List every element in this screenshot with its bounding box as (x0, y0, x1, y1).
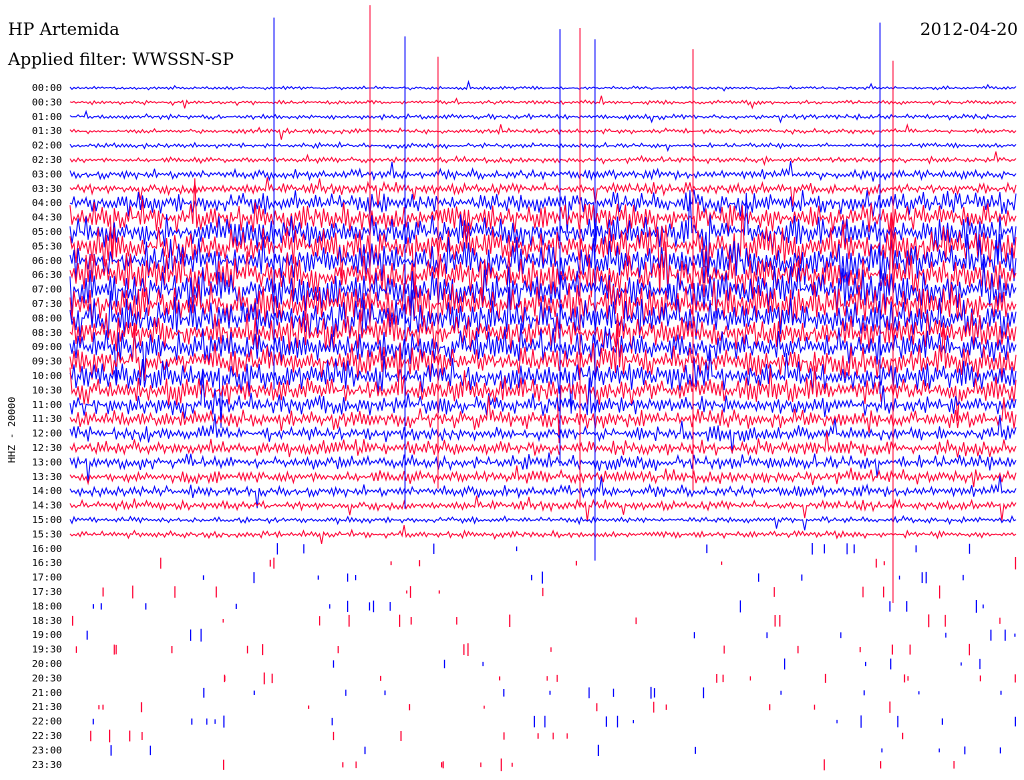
trace-0100 (69, 109, 1017, 124)
row-label-1130: 11:30 (32, 414, 62, 425)
row-label-0030: 00:30 (32, 97, 62, 108)
row-label-0400: 04:00 (32, 198, 62, 209)
trace-1230 (69, 431, 1017, 458)
row-label-0230: 02:30 (32, 155, 62, 166)
trace-0830 (69, 311, 1017, 354)
trace-0930 (69, 322, 1017, 382)
trace-0600 (69, 233, 1017, 294)
filter-label: Applied filter: WWSSN-SP (8, 50, 234, 70)
row-label-2130: 21:30 (32, 702, 62, 713)
row-label-1300: 13:00 (32, 457, 62, 468)
trace-1030 (69, 342, 1017, 444)
row-label-1600: 16:00 (32, 544, 62, 555)
trace-0900 (69, 323, 1017, 381)
trace-0230 (69, 151, 1017, 167)
trace-1000 (69, 349, 1017, 428)
trace-0630 (69, 217, 1017, 304)
row-label-1900: 19:00 (32, 630, 62, 641)
row-label-0300: 03:00 (32, 169, 62, 180)
row-labels: 00:00 00:30 01:00 01:30 02:00 02:30 03:00 03:30… (32, 83, 62, 771)
row-label-0930: 09:30 (32, 357, 62, 368)
trace-1330 (69, 465, 1017, 488)
row-label-1100: 11:00 (32, 400, 62, 411)
row-label-0430: 04:30 (32, 213, 62, 224)
traces (69, 5, 1017, 772)
row-label-1730: 17:30 (32, 587, 62, 598)
trace-0130 (69, 123, 1017, 140)
row-label-2100: 21:00 (32, 688, 62, 699)
station-title: HP Artemida (8, 20, 120, 40)
trace-1130 (69, 395, 1017, 434)
trace-1100 (69, 370, 1017, 419)
trace-0030 (69, 95, 1017, 110)
trace-0330 (69, 177, 1017, 208)
trace-0800 (69, 286, 1017, 340)
trace-0430 (69, 178, 1017, 259)
row-label-1630: 16:30 (32, 558, 62, 569)
trace-1430 (69, 495, 1017, 522)
row-label-0000: 00:00 (32, 83, 62, 94)
row-label-1930: 19:30 (32, 645, 62, 656)
row-label-0630: 06:30 (32, 270, 62, 281)
row-label-0500: 05:00 (32, 227, 62, 238)
trace-0000 (69, 79, 1017, 92)
trace-1400 (69, 475, 1017, 509)
trace-0200 (69, 141, 1017, 153)
row-label-1000: 10:00 (32, 371, 62, 382)
row-label-2030: 20:30 (32, 673, 62, 684)
row-label-1800: 18:00 (32, 601, 62, 612)
row-label-1030: 10:30 (32, 385, 62, 396)
row-label-0330: 03:30 (32, 184, 62, 195)
trace-1300 (69, 452, 1017, 483)
trace-0700 (69, 258, 1017, 319)
row-label-2300: 23:00 (32, 745, 62, 756)
row-label-0800: 08:00 (32, 313, 62, 324)
row-label-1530: 15:30 (32, 529, 62, 540)
row-label-0900: 09:00 (32, 342, 62, 353)
row-label-0200: 02:00 (32, 141, 62, 152)
row-label-2230: 22:30 (32, 731, 62, 742)
date-label: 2012-04-20 (919, 20, 1018, 40)
trace-0500 (69, 190, 1017, 278)
row-label-0700: 07:00 (32, 285, 62, 296)
row-label-1830: 18:30 (32, 616, 62, 627)
row-label-2200: 22:00 (32, 717, 62, 728)
row-label-1330: 13:30 (32, 472, 62, 483)
row-label-0730: 07:30 (32, 299, 62, 310)
row-label-1500: 15:00 (32, 515, 62, 526)
row-label-0130: 01:30 (32, 126, 62, 137)
row-label-1400: 14:00 (32, 486, 62, 497)
row-label-1700: 17:00 (32, 573, 62, 584)
trace-1500 (69, 514, 1017, 531)
row-label-2000: 20:00 (32, 659, 62, 670)
row-label-2330: 23:30 (32, 760, 62, 771)
row-label-1200: 12:00 (32, 429, 62, 440)
trace-1530 (69, 525, 1017, 544)
trace-1200 (69, 413, 1017, 454)
y-axis-label: HHZ - 20000 (7, 397, 18, 463)
trace-0300 (69, 161, 1017, 182)
row-label-1430: 14:30 (32, 501, 62, 512)
trace-0400 (69, 189, 1017, 240)
row-label-1230: 12:30 (32, 443, 62, 454)
row-label-0830: 08:30 (32, 328, 62, 339)
row-label-0600: 06:00 (32, 256, 62, 267)
row-label-0530: 05:30 (32, 241, 62, 252)
row-label-0100: 01:00 (32, 112, 62, 123)
